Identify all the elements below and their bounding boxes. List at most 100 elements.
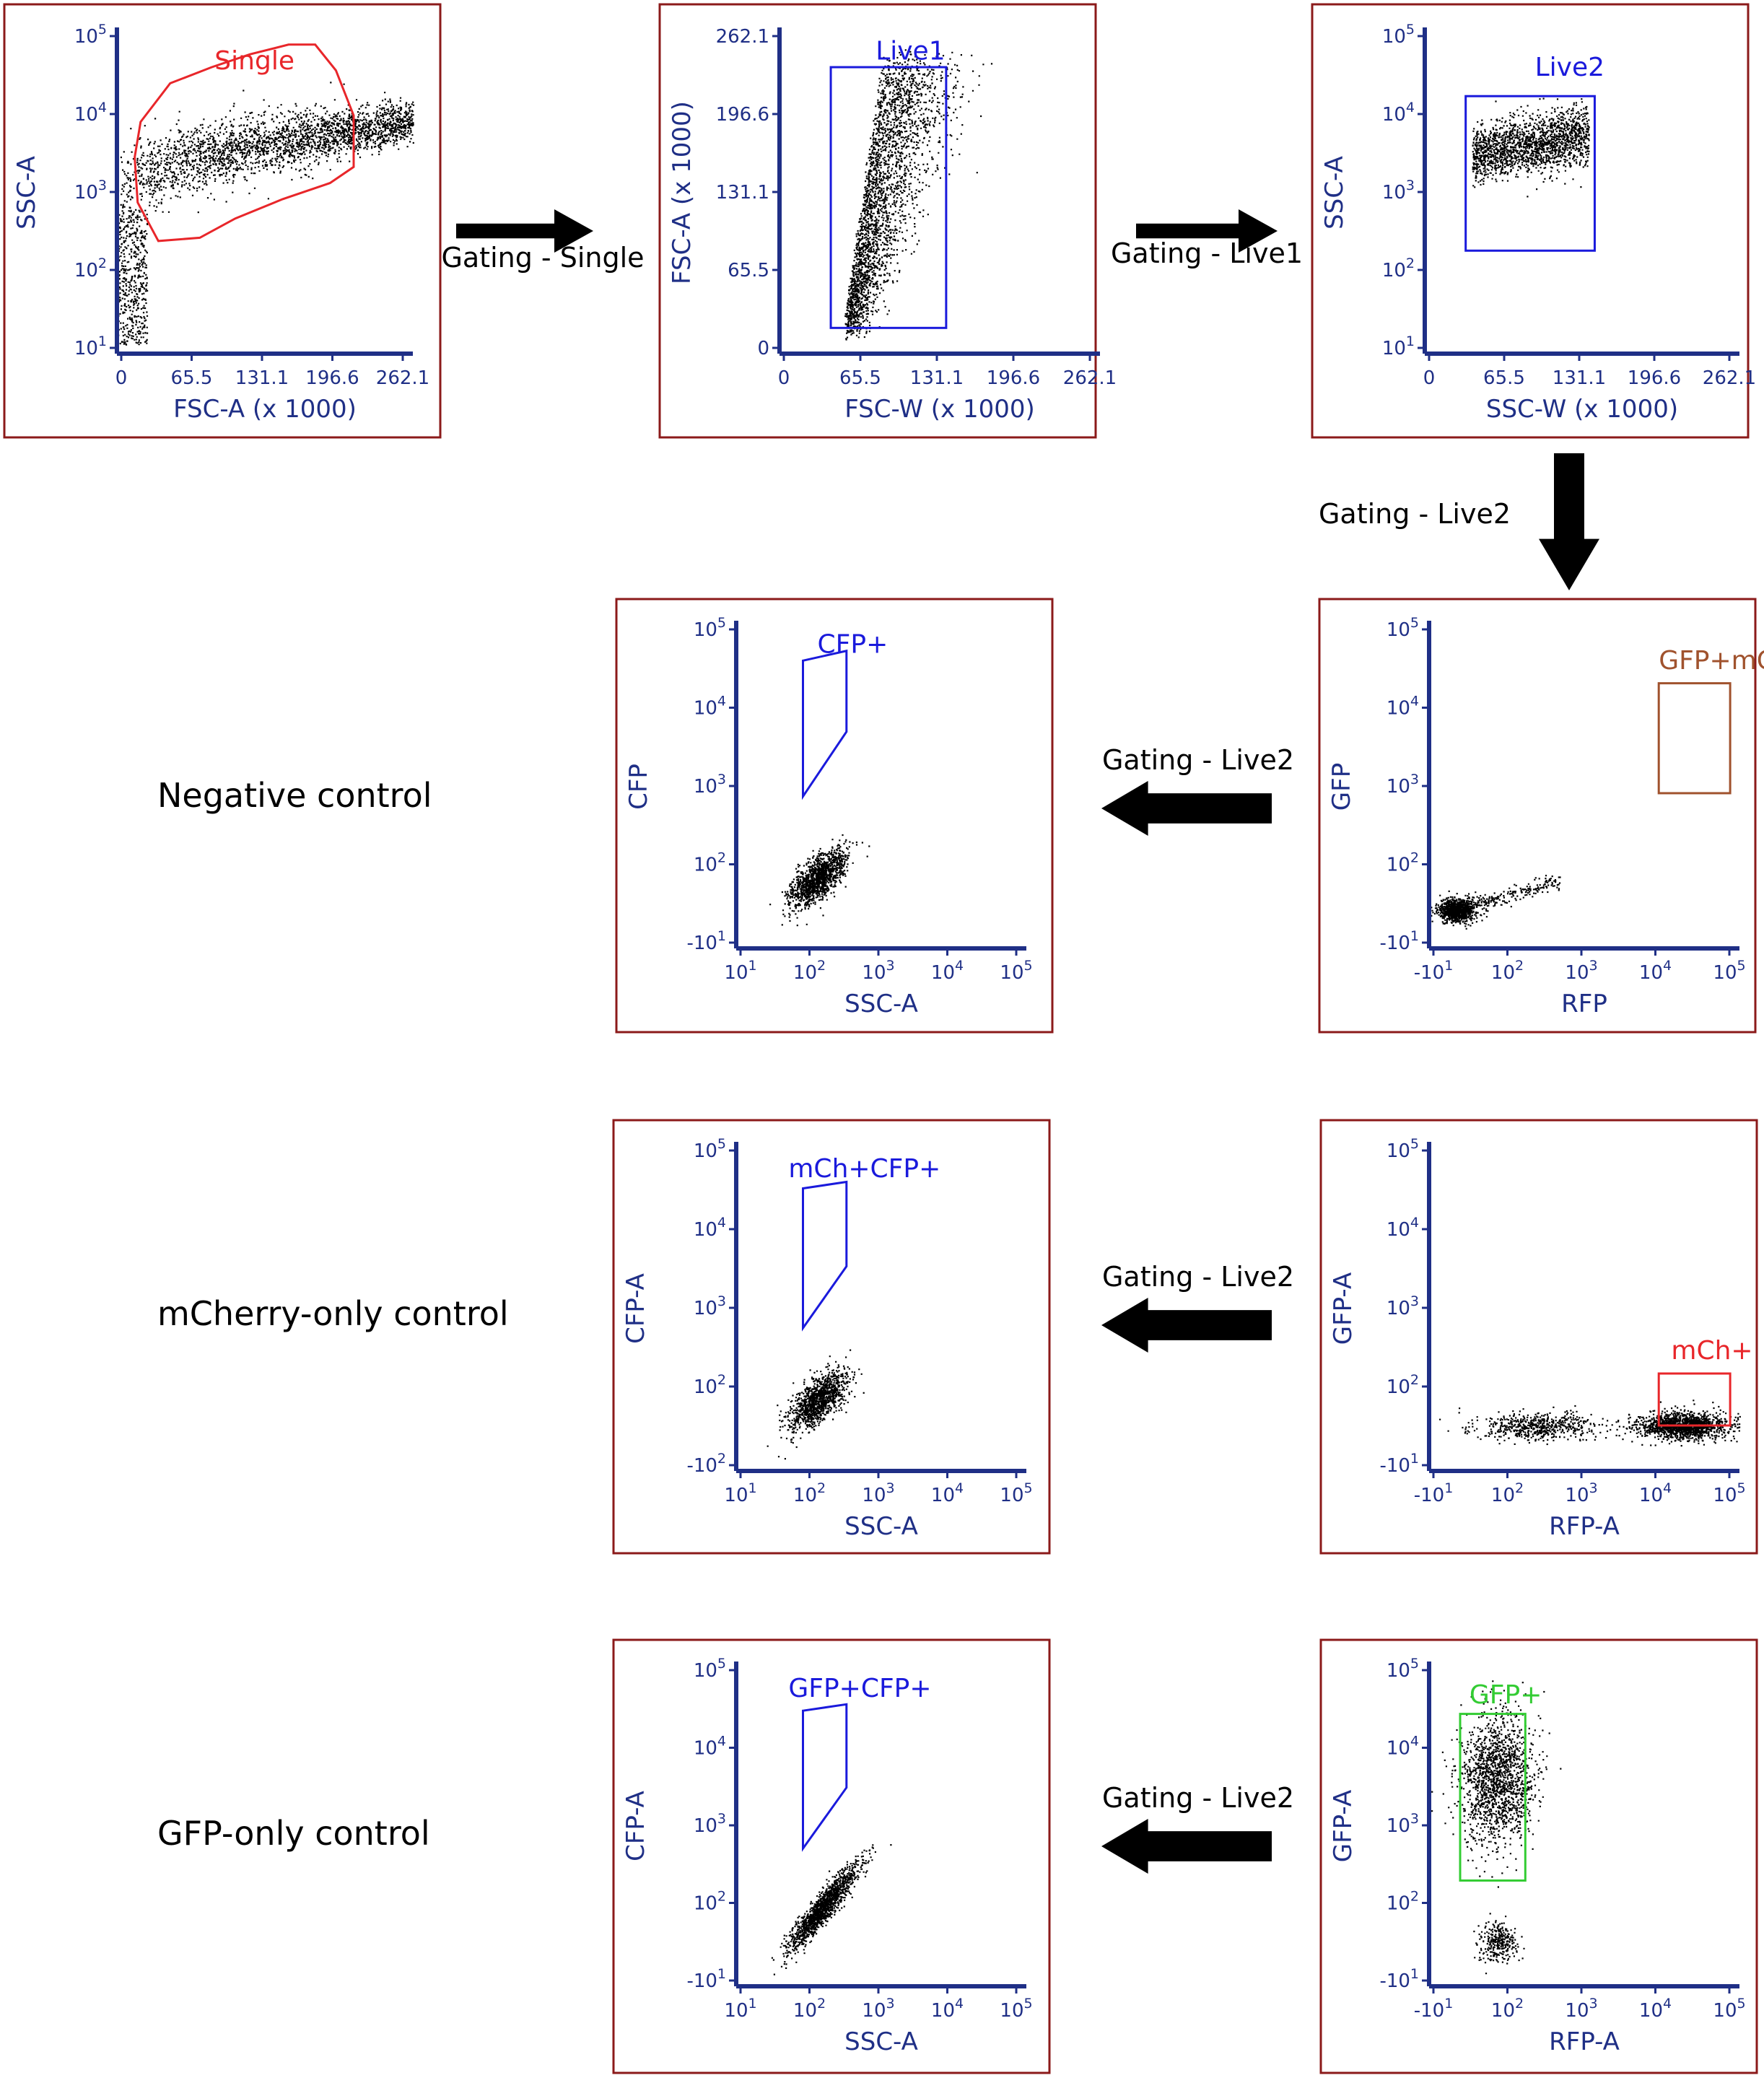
tick-label: 104 xyxy=(931,1480,964,1506)
tick-label: 102 xyxy=(793,958,826,984)
gating-arrow-5: Gating - Live2 xyxy=(1101,1261,1294,1353)
tick-label: 104 xyxy=(1387,1734,1419,1760)
event-dots xyxy=(1472,97,1590,198)
panel-p4: -101 102 103 104 105 105 104 103 102 -101 RFP GFP GF… xyxy=(1318,598,1764,1034)
panel-frame xyxy=(1319,1119,1758,1555)
gate-label: GFP+ xyxy=(1470,1680,1542,1710)
event-dots xyxy=(1431,875,1561,930)
tick-label: 105 xyxy=(1713,1996,1745,2022)
tick-label: 104 xyxy=(931,958,964,984)
gate-label: Live2 xyxy=(1535,53,1604,82)
gating-arrow-2: Gating - Live1 xyxy=(1111,209,1303,269)
tick-label: 103 xyxy=(1382,178,1415,204)
gating-arrow-3: Gating - Live2 xyxy=(1319,453,1599,590)
tick-label: 196.6 xyxy=(1628,367,1681,389)
arrow-label: Gating - Single xyxy=(441,242,644,274)
tick-label: 131.1 xyxy=(235,367,289,389)
tick-label: 103 xyxy=(1387,772,1419,798)
gating-arrow-6: Gating - Live2 xyxy=(1101,1782,1294,1874)
panel-frame xyxy=(615,598,1054,1034)
tick-label: 102 xyxy=(694,1889,726,1915)
gating-arrow-1: Gating - Single xyxy=(441,209,645,274)
tick-label: 65.5 xyxy=(171,367,213,389)
y-axis-label: SSC-A xyxy=(12,156,41,230)
tick-label: 104 xyxy=(931,1996,964,2022)
panel-p7: 101 102 103 104 105 105 104 103 102 -102 SSC-A CFP-… xyxy=(612,1119,1051,1555)
gate-shape[interactable] xyxy=(1459,1713,1527,1882)
tick-label: 105 xyxy=(1382,22,1415,48)
panel-p9: 101 102 103 104 105 105 104 103 102 -101 SSC-A CFP-… xyxy=(612,1638,1051,2074)
event-dots xyxy=(769,834,870,927)
tick-label: 103 xyxy=(1565,1996,1597,2022)
arrow-icon xyxy=(1101,781,1272,836)
panel-frame xyxy=(1311,3,1750,439)
arrow-icon xyxy=(1101,1819,1272,1874)
tick-label: 102 xyxy=(1387,1372,1419,1398)
tick-label: 103 xyxy=(694,772,726,798)
gate-shape[interactable] xyxy=(1464,95,1596,252)
arrow-icon xyxy=(1136,209,1278,253)
x-axis-label: FSC-W (x 1000) xyxy=(844,395,1035,424)
tick-label: 102 xyxy=(793,1996,826,2022)
gate-label: CFP+ xyxy=(818,629,888,659)
gate-shape[interactable] xyxy=(1657,1372,1732,1427)
tick-label: 102 xyxy=(74,256,107,281)
tick-label: 103 xyxy=(694,1811,726,1837)
arrow-icon xyxy=(456,209,593,253)
tick-label: -101 xyxy=(1414,958,1454,984)
event-dots xyxy=(1431,1680,1562,1975)
y-axis-label: GFP xyxy=(1327,763,1356,811)
tick-label: 104 xyxy=(1639,958,1672,984)
tick-label: 262.1 xyxy=(376,367,429,389)
gate-shape[interactable] xyxy=(134,43,355,243)
panel-p1: 0 65.5 131.1 196.6 262.1 105 104 103 102 101 FSC-A… xyxy=(3,3,442,439)
tick-label: -101 xyxy=(1379,1966,1419,1992)
gate-shape[interactable] xyxy=(802,649,848,800)
arrow-label: Gating - Live2 xyxy=(1102,1782,1294,1814)
gate-shape[interactable] xyxy=(802,1703,848,1852)
tick-label: 104 xyxy=(694,1734,726,1760)
tick-label: 104 xyxy=(694,694,726,720)
panel-frame xyxy=(1319,1638,1758,2074)
tick-label: 131.1 xyxy=(910,367,964,389)
tick-label: -101 xyxy=(1414,1996,1454,2022)
tick-label: 104 xyxy=(1639,1480,1672,1506)
tick-label: -101 xyxy=(1379,928,1419,954)
y-axis-label: CFP xyxy=(624,764,653,810)
tick-label: 104 xyxy=(1382,100,1415,126)
gate-shape[interactable] xyxy=(829,66,948,329)
tick-label: 105 xyxy=(1000,958,1032,984)
tick-label: 104 xyxy=(694,1215,726,1241)
x-axis-label: SSC-A xyxy=(844,2027,918,2056)
tick-label: 65.5 xyxy=(728,260,769,281)
event-dots xyxy=(1439,1399,1741,1447)
tick-label: 101 xyxy=(724,958,756,984)
tick-label: 102 xyxy=(694,1372,726,1398)
arrow-icon xyxy=(1101,1298,1272,1353)
tick-label: 262.1 xyxy=(1063,367,1117,389)
tick-label: 65.5 xyxy=(839,367,881,389)
gate-shape[interactable] xyxy=(1657,682,1732,795)
gate-shape[interactable] xyxy=(802,1180,848,1332)
tick-label: 102 xyxy=(1382,256,1415,281)
arrow-icon xyxy=(1539,453,1599,590)
tick-label: 102 xyxy=(1491,1996,1524,2022)
gate-label: mCh+ xyxy=(1671,1336,1752,1366)
panel-p6: -101 102 103 104 105 105 104 103 102 -101 RFP-A GFP… xyxy=(1319,1119,1758,1555)
y-axis-label: FSC-A (x 1000) xyxy=(668,101,697,284)
tick-label: 105 xyxy=(74,22,107,48)
tick-label: -101 xyxy=(686,928,726,954)
tick-label: 105 xyxy=(1713,958,1745,984)
row-label: Negative control xyxy=(157,776,432,815)
tick-label: 0 xyxy=(757,338,769,359)
tick-label: 105 xyxy=(1000,1480,1032,1506)
tick-label: 196.6 xyxy=(716,104,769,126)
tick-label: 104 xyxy=(1387,694,1419,720)
tick-label: -101 xyxy=(1414,1480,1454,1506)
panel-frame xyxy=(3,3,442,439)
arrow-label: Gating - Live1 xyxy=(1111,237,1303,269)
panel-p8: -101 102 103 104 105 105 104 103 102 -101 RFP-A GFP… xyxy=(1319,1638,1758,2074)
tick-label: 102 xyxy=(694,850,726,876)
tick-label: 0 xyxy=(1423,367,1436,389)
